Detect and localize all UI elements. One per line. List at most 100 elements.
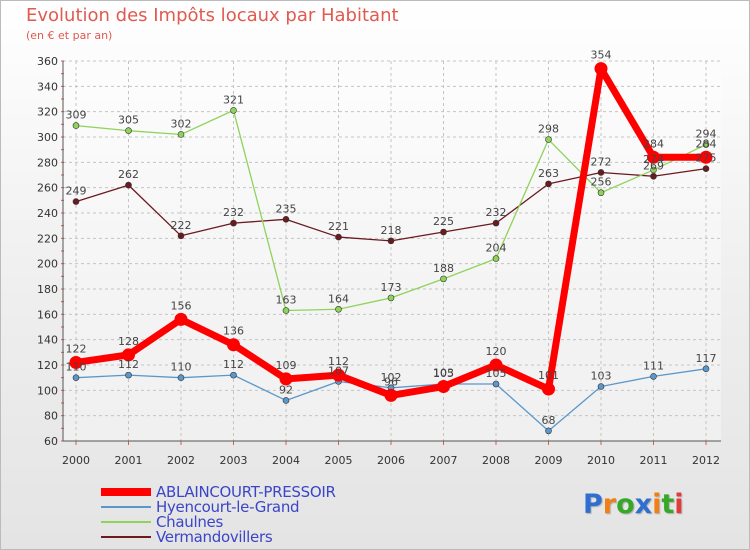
data-label-chaulnes: 163	[276, 294, 297, 307]
data-label-hyencourt-le-grand: 103	[591, 370, 612, 383]
data-point-ablaincourt-pressoir	[437, 380, 450, 394]
data-point-ablaincourt-pressoir	[332, 368, 345, 382]
data-label-ablaincourt-pressoir: 136	[223, 325, 244, 338]
data-point-hyencourt-le-grand	[230, 371, 237, 379]
data-point-chaulnes	[230, 107, 237, 114]
y-tick-label: 180	[37, 283, 58, 296]
legend-label: Hyencourt-le-Grand	[156, 498, 300, 516]
data-point-vermandovillers	[492, 219, 500, 227]
data-label-chaulnes: 294	[696, 128, 717, 141]
logo-letter: i	[674, 489, 684, 520]
data-point-ablaincourt-pressoir	[279, 372, 293, 386]
y-tick-label: 60	[44, 435, 58, 448]
legend-swatch	[101, 488, 151, 496]
x-tick-label: 2000	[62, 454, 90, 467]
data-label-ablaincourt-pressoir: 354	[591, 49, 612, 62]
logo-letter: r	[602, 489, 617, 520]
y-tick-label: 320	[37, 106, 58, 119]
data-point-chaulnes	[72, 122, 80, 129]
data-label-hyencourt-le-grand: 92	[279, 383, 293, 396]
data-point-vermandovillers	[125, 181, 132, 189]
legend-swatch	[101, 521, 151, 523]
data-label-vermandovillers: 232	[223, 206, 244, 219]
data-point-vermandovillers	[177, 232, 185, 240]
data-point-vermandovillers	[597, 169, 605, 176]
data-point-hyencourt-le-grand	[650, 373, 657, 380]
data-label-vermandovillers: 221	[328, 220, 349, 233]
data-label-chaulnes: 188	[433, 262, 454, 275]
data-point-ablaincourt-pressoir	[384, 388, 398, 402]
x-tick-label: 2008	[482, 454, 510, 467]
x-tick-label: 2009	[535, 454, 563, 467]
data-label-chaulnes: 298	[538, 123, 559, 136]
data-point-chaulnes	[387, 294, 395, 302]
data-point-ablaincourt-pressoir	[227, 338, 240, 352]
logo-letter: P	[583, 489, 603, 520]
data-point-vermandovillers	[230, 219, 237, 227]
data-label-hyencourt-le-grand: 107	[328, 364, 349, 377]
chart-title: Evolution des Impôts locaux par Habitant	[26, 5, 399, 26]
x-tick-label: 2004	[272, 454, 300, 467]
x-tick-label: 2006	[377, 454, 405, 467]
data-label-vermandovillers: 235	[276, 202, 297, 215]
data-point-hyencourt-le-grand	[282, 397, 290, 404]
data-label-ablaincourt-pressoir: 128	[118, 335, 139, 348]
data-point-vermandovillers	[72, 198, 80, 205]
data-label-hyencourt-le-grand: 105	[433, 367, 454, 380]
data-label-hyencourt-le-grand: 117	[696, 352, 717, 365]
data-label-vermandovillers: 269	[643, 159, 664, 172]
data-point-vermandovillers	[440, 228, 447, 236]
data-label-chaulnes: 321	[223, 93, 244, 106]
data-point-chaulnes	[545, 136, 552, 143]
y-tick-label: 340	[37, 80, 58, 93]
data-labels: 249 262 222 232 235 221 218 225 232 263 272 269 275 3…	[66, 49, 717, 427]
data-point-vermandovillers	[545, 180, 552, 188]
data-point-vermandovillers	[650, 172, 657, 180]
y-tick-label: 220	[37, 232, 58, 245]
data-label-vermandovillers: 218	[381, 224, 402, 237]
data-label-vermandovillers: 249	[66, 185, 87, 198]
data-label-hyencourt-le-grand: 68	[542, 414, 556, 427]
data-label-vermandovillers: 263	[538, 167, 559, 180]
data-point-ablaincourt-pressoir	[69, 355, 83, 369]
data-label-ablaincourt-pressoir: 284	[696, 137, 717, 150]
data-point-hyencourt-le-grand	[177, 374, 185, 381]
x-tick-label: 2012	[692, 454, 720, 467]
data-point-ablaincourt-pressoir	[174, 312, 188, 326]
data-label-vermandovillers: 222	[171, 219, 192, 232]
data-label-hyencourt-le-grand: 112	[118, 358, 139, 371]
data-label-ablaincourt-pressoir: 284	[643, 137, 664, 150]
data-label-ablaincourt-pressoir: 103	[433, 367, 454, 380]
data-point-hyencourt-le-grand	[492, 380, 500, 388]
x-tick-label: 2011	[640, 454, 668, 467]
data-label-ablaincourt-pressoir: 156	[171, 299, 192, 312]
data-point-chaulnes	[492, 255, 500, 262]
data-point-hyencourt-le-grand	[597, 383, 605, 390]
data-point-chaulnes	[282, 307, 290, 314]
x-tick-label: 2005	[325, 454, 353, 467]
data-point-ablaincourt-pressoir	[647, 150, 660, 164]
logo-letter: i	[652, 489, 662, 520]
y-tick-label: 280	[37, 156, 58, 169]
data-point-ablaincourt-pressoir	[122, 348, 135, 362]
data-label-hyencourt-le-grand: 110	[171, 361, 192, 374]
data-point-vermandovillers	[282, 216, 290, 223]
logo-letter: t	[661, 489, 675, 520]
y-tick-label: 140	[37, 334, 58, 347]
data-label-ablaincourt-pressoir: 112	[328, 355, 349, 368]
y-tick-label: 260	[37, 182, 58, 195]
y-tick-label: 300	[37, 131, 58, 144]
data-point-vermandovillers	[335, 233, 342, 241]
y-tick-label: 80	[44, 410, 58, 423]
data-label-vermandovillers: 275	[696, 152, 717, 165]
x-tick-label: 2007	[430, 454, 458, 467]
data-label-vermandovillers: 272	[591, 155, 612, 168]
data-label-vermandovillers: 232	[486, 206, 507, 219]
chart-subtitle: (en € et par an)	[26, 29, 113, 42]
data-label-chaulnes: 274	[643, 153, 664, 166]
data-label-hyencourt-le-grand: 102	[381, 371, 402, 384]
data-label-chaulnes: 305	[118, 114, 139, 127]
data-label-hyencourt-le-grand: 111	[643, 359, 664, 372]
